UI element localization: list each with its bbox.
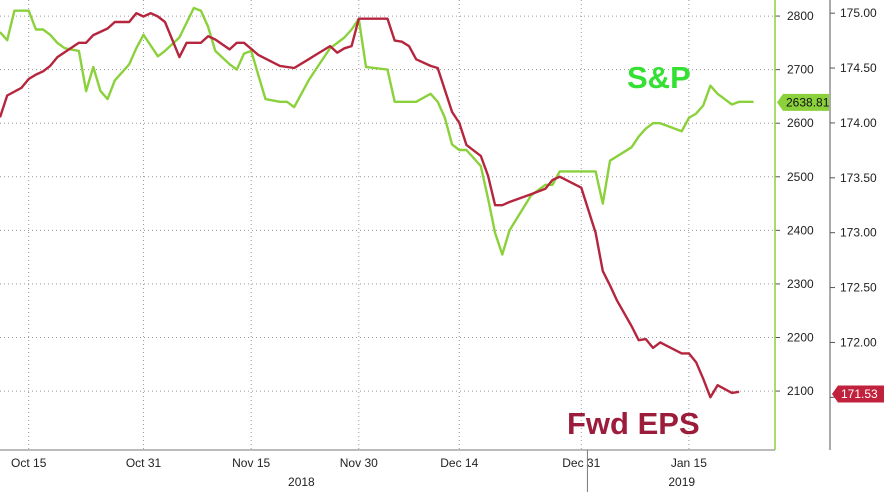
series-label-fwd-eps: Fwd EPS [567,406,700,441]
x-tick-label: Nov 15 [232,456,270,470]
right-scale-tick-label: 172.00 [840,335,877,349]
last-value-badge-fwd-eps: 171.53 [832,385,884,403]
left-scale-tick-label: 2500 [787,170,814,184]
series [0,6,754,399]
left-scale-tick-label: 2300 [787,277,814,291]
right-scale-tick-label: 173.00 [840,226,877,240]
right-scale-tick-label: 174.50 [840,61,877,75]
left-scale-tick-label: 2700 [787,63,814,77]
x-tick-label: Nov 30 [340,456,378,470]
x-tick-label: Dec 31 [562,456,600,470]
left-scale-tick-label: 2800 [787,9,814,23]
badge-shape [832,385,884,403]
x-tick-label: Oct 31 [126,456,162,470]
left-scale-tick-label: 2100 [787,384,814,398]
series-line-s-p [0,6,754,256]
labels: 2638.81 171.53 S&P Fwd EPS [567,60,884,441]
x-year-label: 2018 [288,475,315,489]
left-scale-tick-label: 2400 [787,223,814,237]
series-label-sp: S&P [627,60,691,95]
series-line-fwd-eps [0,11,740,399]
right-scale-tick-label: 172.50 [840,281,877,295]
badge-shape [777,93,829,111]
axes: 21002200230024002500260027002800171.5017… [0,0,877,492]
left-scale-tick-label: 2200 [787,331,814,345]
badge-value: 2638.81 [786,95,830,109]
x-tick-label: Dec 14 [440,456,478,470]
grid [0,0,775,450]
left-scale-tick-label: 2600 [787,116,814,130]
right-scale-tick-label: 174.00 [840,116,877,130]
last-value-badge-s-p: 2638.81 [777,93,830,111]
right-scale-tick-label: 173.50 [840,171,877,185]
badge-value: 171.53 [841,387,878,401]
x-year-label: 2019 [668,475,695,489]
x-tick-label: Jan 15 [671,456,707,470]
right-scale-tick-label: 175.00 [840,6,877,20]
x-tick-label: Oct 15 [11,456,47,470]
